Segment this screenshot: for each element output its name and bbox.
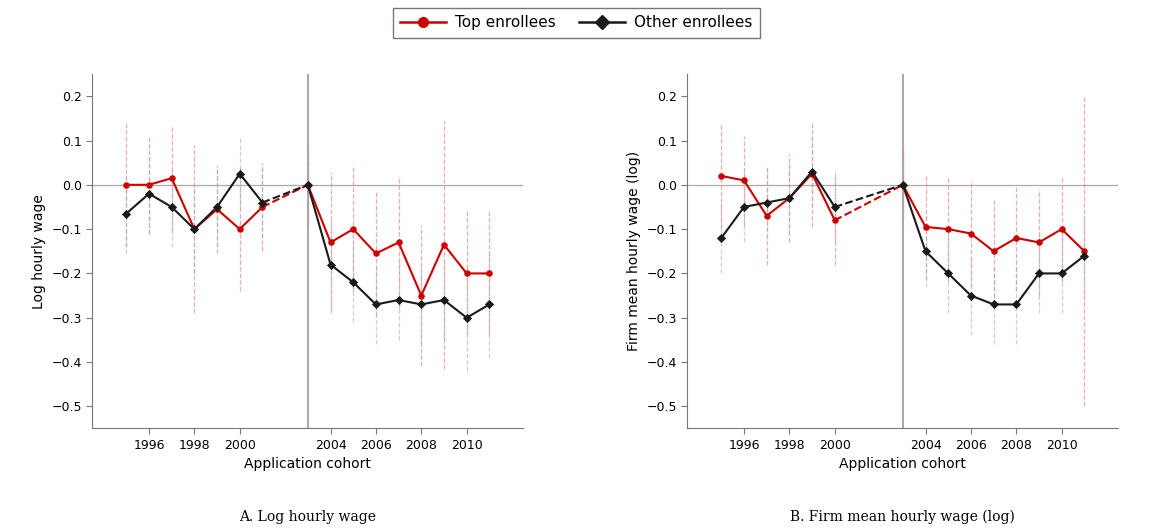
Point bbox=[781, 194, 799, 202]
Point bbox=[118, 180, 136, 189]
Point bbox=[1007, 300, 1025, 308]
Point bbox=[826, 216, 844, 224]
Point bbox=[344, 278, 362, 287]
Point bbox=[758, 198, 776, 207]
Point bbox=[435, 296, 453, 304]
Point bbox=[1030, 269, 1048, 278]
Point bbox=[802, 167, 821, 176]
Point bbox=[299, 180, 317, 189]
X-axis label: Application cohort: Application cohort bbox=[839, 458, 966, 471]
Legend: Top enrollees, Other enrollees: Top enrollees, Other enrollees bbox=[393, 7, 760, 38]
Point bbox=[367, 249, 385, 258]
Point bbox=[186, 225, 204, 233]
Point bbox=[962, 230, 980, 238]
Point bbox=[734, 203, 753, 211]
Point bbox=[299, 180, 317, 189]
Point bbox=[163, 203, 181, 211]
Point bbox=[118, 209, 136, 218]
Point bbox=[1053, 225, 1071, 233]
Point bbox=[1075, 251, 1093, 260]
Point bbox=[894, 180, 912, 189]
Point bbox=[802, 169, 821, 178]
Point bbox=[1030, 238, 1048, 247]
Text: B. Firm mean hourly wage (log): B. Firm mean hourly wage (log) bbox=[791, 510, 1016, 524]
X-axis label: Application cohort: Application cohort bbox=[244, 458, 371, 471]
Point bbox=[781, 194, 799, 202]
Point bbox=[208, 205, 226, 213]
Point bbox=[917, 247, 935, 256]
Point bbox=[458, 314, 476, 322]
Point bbox=[985, 247, 1003, 256]
Point bbox=[231, 225, 249, 233]
Point bbox=[962, 291, 980, 300]
Point bbox=[367, 300, 385, 308]
Point bbox=[1007, 234, 1025, 242]
Point bbox=[322, 260, 340, 269]
Point bbox=[458, 269, 476, 278]
Point bbox=[390, 238, 408, 247]
Point bbox=[412, 300, 430, 308]
Y-axis label: Log hourly wage: Log hourly wage bbox=[32, 194, 46, 309]
Point bbox=[231, 169, 249, 178]
Point bbox=[186, 225, 204, 233]
Point bbox=[939, 269, 957, 278]
Point bbox=[344, 225, 362, 233]
Point bbox=[390, 296, 408, 304]
Text: A. Log hourly wage: A. Log hourly wage bbox=[240, 510, 376, 524]
Y-axis label: Firm mean hourly wage (log): Firm mean hourly wage (log) bbox=[627, 151, 641, 351]
Point bbox=[826, 203, 844, 211]
Point bbox=[480, 300, 498, 308]
Point bbox=[894, 180, 912, 189]
Point bbox=[163, 174, 181, 183]
Point bbox=[140, 180, 158, 189]
Point bbox=[412, 291, 430, 300]
Point bbox=[140, 189, 158, 198]
Point bbox=[734, 176, 753, 185]
Point bbox=[713, 234, 731, 242]
Point bbox=[480, 269, 498, 278]
Point bbox=[985, 300, 1003, 308]
Point bbox=[322, 238, 340, 247]
Point bbox=[254, 203, 272, 211]
Point bbox=[1075, 247, 1093, 256]
Point bbox=[208, 203, 226, 211]
Point bbox=[939, 225, 957, 233]
Point bbox=[435, 240, 453, 249]
Point bbox=[254, 198, 272, 207]
Point bbox=[917, 223, 935, 231]
Point bbox=[1053, 269, 1071, 278]
Point bbox=[758, 212, 776, 220]
Point bbox=[713, 172, 731, 180]
